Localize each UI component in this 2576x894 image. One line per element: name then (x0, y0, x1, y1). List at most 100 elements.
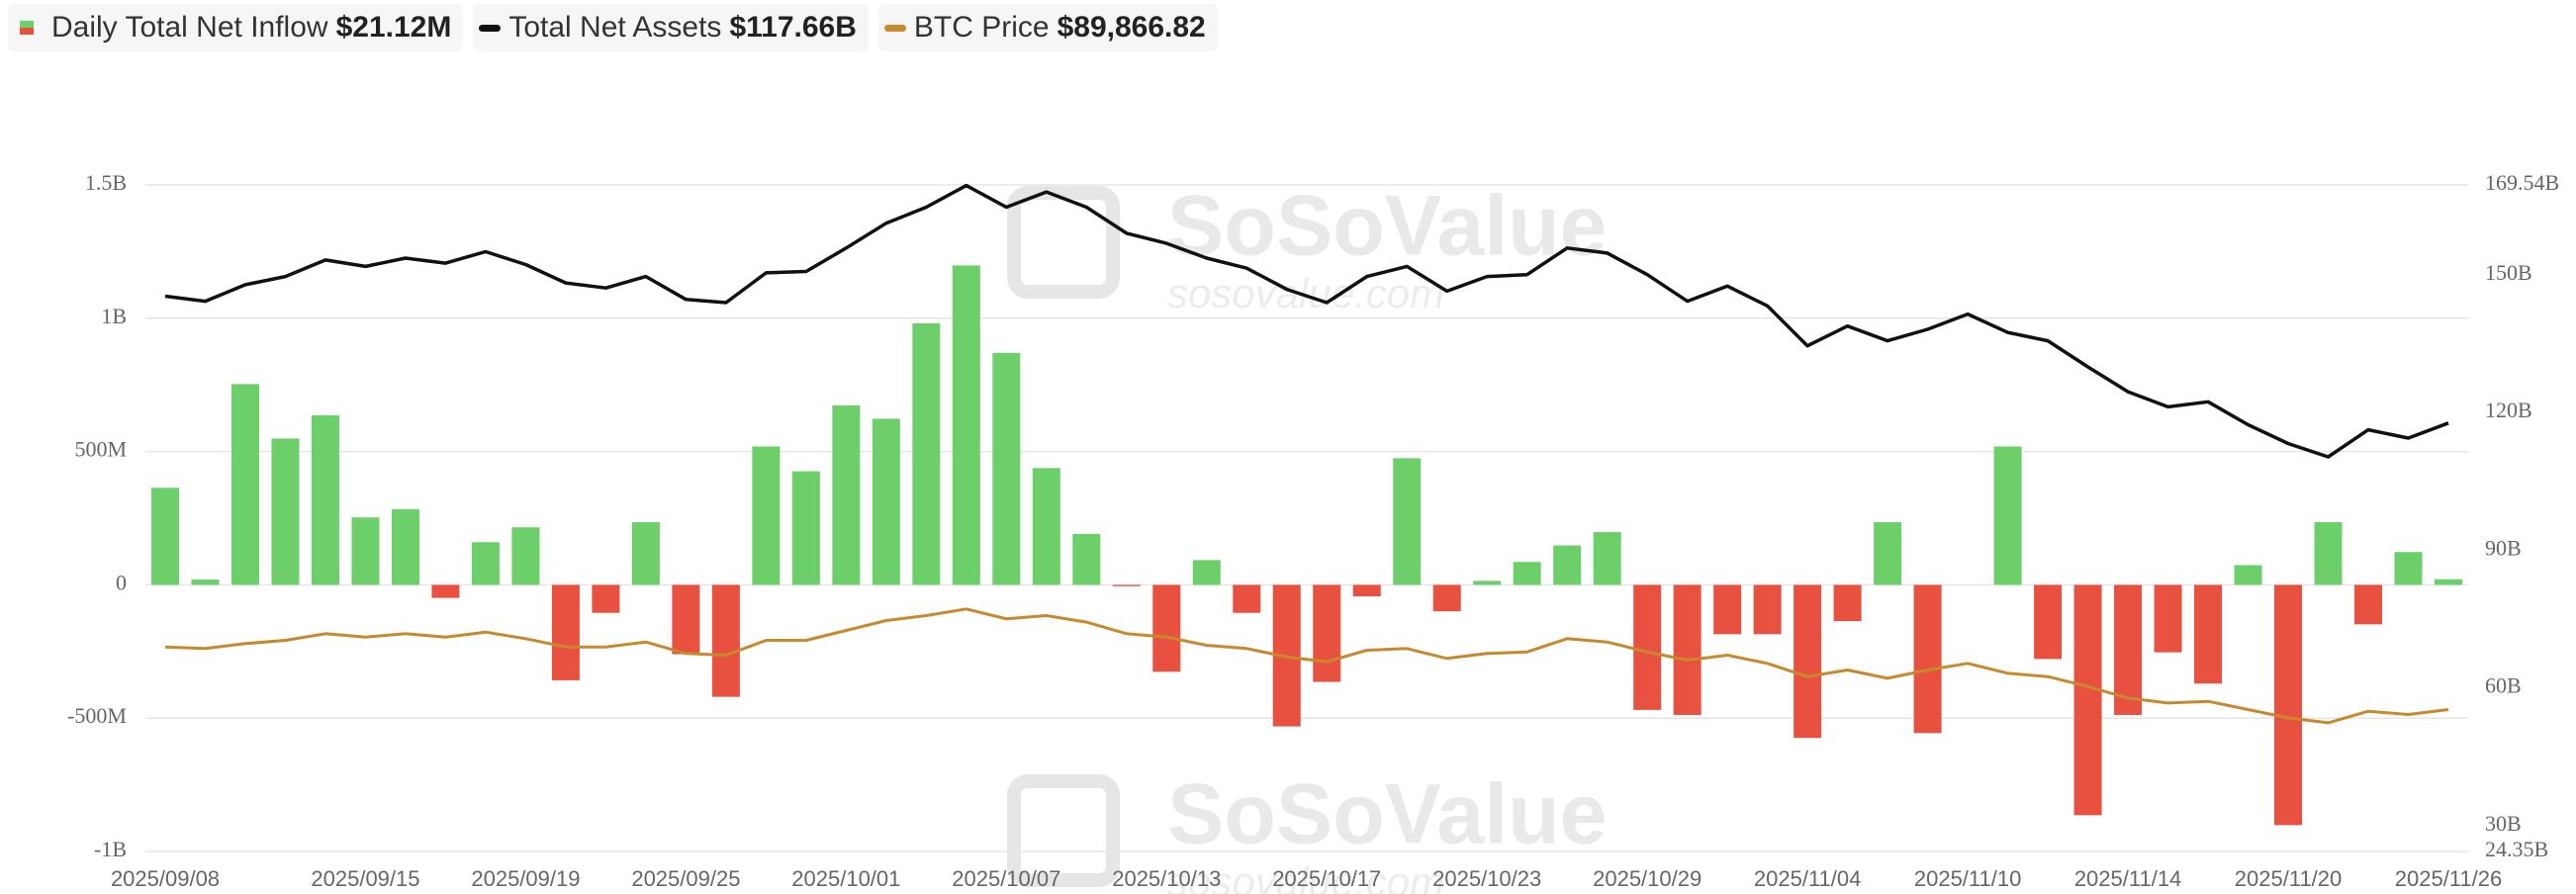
y2-tick-label: 60B (2485, 673, 2522, 698)
y-tick-label: 1B (101, 304, 127, 328)
x-tick-label: 2025/10/01 (791, 866, 900, 891)
bar (2354, 584, 2383, 625)
bar (1794, 584, 1822, 739)
bar (791, 471, 820, 585)
bar (391, 508, 419, 585)
x-tick-label: 2025/11/26 (2395, 866, 2502, 891)
y2-tick-label: 150B (2485, 260, 2532, 285)
legend-item[interactable]: Daily Total Net Inflow $21.12M (8, 4, 464, 51)
watermark: SoSoValue (1167, 767, 1608, 862)
bar (1633, 584, 1662, 710)
bar (2234, 565, 2262, 585)
legend-icon (479, 24, 502, 32)
x-tick-label: 2025/09/15 (311, 866, 419, 891)
bar (431, 584, 460, 598)
x-tick-label: 2025/10/17 (1272, 866, 1381, 891)
bar (1152, 584, 1181, 672)
watermark-url: sosovalue.com (1167, 858, 1444, 894)
x-tick-label: 2025/11/14 (2074, 866, 2181, 891)
bar (1593, 532, 1621, 585)
bar (1352, 584, 1381, 596)
legend-value: $89,866.82 (1057, 11, 1206, 44)
bar (2154, 584, 2182, 653)
y2-tick-label: 169.54B (2485, 170, 2559, 195)
bar (2274, 584, 2303, 826)
bar (1874, 522, 1902, 585)
bar (1513, 562, 1541, 585)
bar (151, 488, 179, 585)
bar (511, 527, 540, 585)
legend-icon (883, 24, 906, 32)
y-tick-label: 0 (116, 570, 127, 594)
bar (631, 522, 660, 585)
x-tick-label: 2025/09/19 (471, 866, 580, 891)
bar (1432, 584, 1461, 612)
y2-tick-label: 30B (2485, 811, 2522, 836)
x-tick-label: 2025/10/07 (952, 866, 1060, 891)
bar (1713, 584, 1742, 635)
bar (1753, 584, 1782, 635)
bar (592, 584, 620, 613)
bar (1072, 533, 1101, 585)
legend-icon (20, 21, 34, 35)
legend: Daily Total Net Inflow $21.12M Total Net A… (8, 4, 1218, 51)
bar (351, 517, 380, 585)
line (164, 183, 2449, 459)
bar (672, 584, 700, 655)
bar (992, 352, 1021, 585)
legend-name: BTC Price (913, 11, 1050, 44)
bar (752, 446, 781, 585)
bar (2073, 584, 2102, 816)
bar (1032, 468, 1060, 585)
y-tick-label: -500M (67, 703, 127, 728)
x-tick-label: 2025/11/10 (1914, 866, 2021, 891)
watermark-logo (1007, 186, 1120, 299)
bar (2034, 584, 2063, 660)
legend-value: $117.66B (729, 11, 857, 44)
bar (2194, 584, 2223, 684)
x-tick-label: 2025/11/04 (1754, 866, 1861, 891)
line (164, 607, 2449, 725)
bar (2394, 552, 2423, 585)
bar (1553, 545, 1582, 585)
bar (311, 414, 339, 585)
watermark-url: sosovalue.com (1167, 270, 1444, 316)
x-tick-label: 2025/10/29 (1593, 866, 1702, 891)
bar (191, 580, 220, 585)
bar (1393, 458, 1422, 585)
y2-tick-label: 24.35B (2485, 837, 2548, 861)
y-tick-label: 1.5B (85, 170, 127, 195)
y-tick-label: 500M (74, 437, 127, 462)
y2-tick-label: 120B (2485, 398, 2532, 422)
bar (2314, 522, 2343, 585)
bar (1473, 581, 1502, 585)
bar (551, 584, 580, 680)
bar (2435, 579, 2462, 585)
bar (1833, 584, 1862, 622)
x-tick-label: 2025/10/23 (1432, 866, 1541, 891)
bar (1913, 584, 1942, 734)
bar (230, 384, 259, 585)
x-tick-label: 2025/09/25 (631, 866, 740, 891)
bar (271, 438, 300, 585)
y2-tick-label: 90B (2485, 535, 2522, 560)
bar (872, 418, 900, 585)
x-tick-label: 2025/09/08 (111, 866, 220, 891)
y-tick-label: -1B (94, 837, 127, 861)
bar (1192, 560, 1221, 585)
bar (1313, 584, 1341, 682)
x-tick-label: 2025/10/13 (1112, 866, 1221, 891)
legend-item[interactable]: Total Net Assets $117.66B (473, 4, 869, 51)
bar (1993, 446, 2022, 585)
bar (1673, 584, 1702, 715)
watermark: SoSoValue (1167, 179, 1608, 274)
x-tick-label: 2025/11/20 (2235, 866, 2342, 891)
legend-name: Daily Total Net Inflow (51, 11, 328, 44)
bar (471, 542, 500, 585)
bar (952, 265, 980, 585)
bar (832, 404, 861, 585)
bar (1233, 584, 1261, 613)
legend-item[interactable]: BTC Price $89,866.82 (877, 4, 1218, 51)
